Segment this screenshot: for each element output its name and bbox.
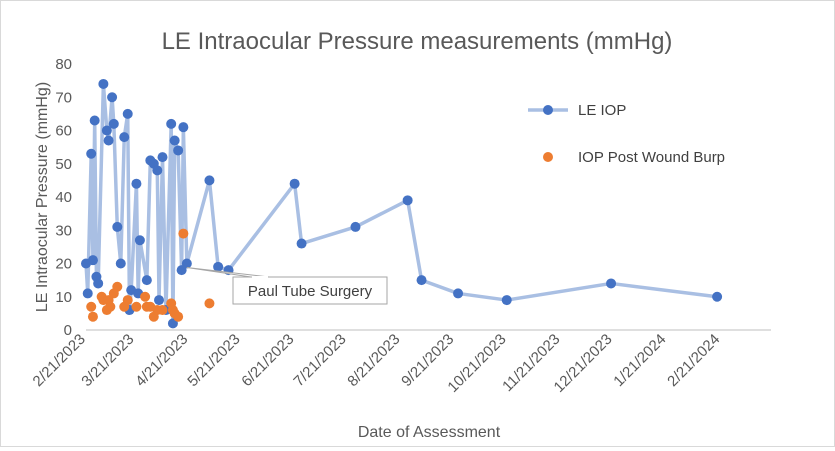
- le-iop-point: [204, 175, 215, 186]
- post-wound-burp-point: [204, 298, 215, 309]
- series-line-le-iop: [84, 82, 718, 326]
- le-iop-point: [453, 288, 464, 299]
- post-wound-burp-point: [105, 301, 116, 312]
- le-iop-point: [93, 278, 104, 289]
- le-iop-point: [154, 295, 165, 306]
- le-iop-point: [108, 118, 119, 129]
- le-iop-point: [103, 135, 114, 146]
- le-iop-point: [134, 235, 145, 246]
- x-tick-label: 6/21/2023: [238, 331, 297, 390]
- y-tick-label: 70: [55, 89, 72, 106]
- le-iop-point: [296, 238, 307, 249]
- post-wound-burp-point: [86, 301, 97, 312]
- y-tick-label: 10: [55, 289, 72, 306]
- le-iop-point: [131, 178, 142, 189]
- post-wound-burp-point: [178, 228, 189, 239]
- le-iop-point: [178, 122, 189, 133]
- post-wound-burp-point: [87, 311, 98, 322]
- x-tick-label: 3/21/2023: [78, 331, 137, 390]
- le-iop-point: [82, 288, 93, 299]
- le-iop-point: [89, 115, 100, 126]
- le-iop-point: [402, 195, 413, 206]
- x-tick-label: 7/21/2023: [290, 331, 349, 390]
- x-tick-label: 2/21/2023: [30, 331, 89, 390]
- le-iop-point: [107, 92, 118, 103]
- legend-label-post-wound-burp: IOP Post Wound Burp: [578, 149, 725, 166]
- x-tick-label: 8/21/2023: [344, 331, 403, 390]
- legend: LE IOP IOP Post Wound Burp: [528, 102, 725, 166]
- le-iop-point: [181, 258, 192, 269]
- x-tick-label: 4/21/2023: [132, 331, 191, 390]
- le-iop-point: [606, 278, 617, 289]
- y-tick-labels: 0 10 20 30 40 50 60 70 80: [55, 56, 72, 339]
- le-iop-point: [112, 221, 123, 232]
- y-tick-label: 60: [55, 123, 72, 140]
- le-iop-point: [169, 135, 180, 146]
- x-tick-label: 1/21/2024: [610, 331, 669, 390]
- le-iop-point: [115, 258, 126, 269]
- y-tick-label: 40: [55, 189, 72, 206]
- le-iop-point: [350, 221, 361, 232]
- post-wound-burp-point: [157, 305, 168, 316]
- le-iop-point: [86, 148, 97, 159]
- post-wound-burp-point: [140, 291, 151, 302]
- callout-pointer: [186, 267, 270, 278]
- le-iop-point: [101, 125, 112, 136]
- x-tick-labels: 2/21/20233/21/20234/21/20235/21/20236/21…: [30, 331, 724, 396]
- le-iop-point: [289, 178, 300, 189]
- le-iop-point: [141, 275, 152, 286]
- chart-title: LE Intraocular Pressure measurements (mm…: [162, 28, 673, 55]
- y-tick-label: 0: [64, 322, 72, 339]
- le-iop-point: [416, 275, 427, 286]
- le-iop-point: [712, 291, 723, 302]
- y-tick-label: 30: [55, 222, 72, 239]
- le-iop-point: [166, 118, 177, 129]
- x-tick-label: 5/21/2023: [184, 331, 243, 390]
- y-tick-label: 50: [55, 156, 72, 173]
- y-tick-label: 20: [55, 256, 72, 273]
- post-wound-burp-point: [112, 281, 123, 292]
- post-wound-burp-point: [173, 311, 184, 322]
- legend-marker-post-wound-burp: [543, 152, 553, 162]
- le-iop-point: [501, 295, 512, 306]
- plot-area: 0 10 20 30 40 50 60 70 80 2/21/20233/21/20234/21…: [30, 56, 771, 396]
- post-wound-burp-point: [131, 301, 142, 312]
- x-axis-title: Date of Assessment: [358, 424, 501, 441]
- le-iop-point: [157, 152, 168, 163]
- annotation-label: Paul Tube Surgery: [248, 283, 373, 300]
- annotation-layer: Paul Tube Surgery: [186, 267, 388, 305]
- legend-marker-le-iop: [543, 105, 553, 115]
- le-iop-point: [173, 145, 184, 156]
- x-tick-label: 2/21/2024: [664, 331, 723, 390]
- le-iop-point: [152, 165, 163, 176]
- callout-box: [232, 276, 388, 305]
- legend-label-le-iop: LE IOP: [578, 102, 626, 119]
- le-iop-point: [87, 255, 98, 266]
- le-iop-point: [119, 132, 130, 143]
- le-iop-point: [98, 78, 109, 89]
- series-layer: [81, 78, 723, 329]
- y-axis-title: LE Intraocular Pressure (mmHg): [34, 82, 51, 312]
- le-iop-point: [213, 261, 224, 272]
- le-iop-point: [122, 108, 133, 119]
- post-wound-burp-point: [122, 295, 133, 306]
- y-tick-label: 80: [55, 56, 72, 73]
